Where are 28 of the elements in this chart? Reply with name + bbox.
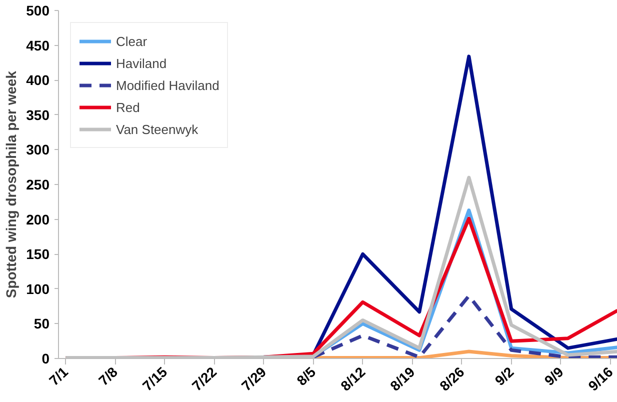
y-tick-label: 300: [26, 142, 50, 158]
x-tick-label: 7/22: [188, 364, 220, 394]
x-tick-label: 9/16: [585, 364, 616, 394]
y-tick-label: 200: [26, 211, 50, 228]
x-tick-label: 7/8: [95, 364, 121, 389]
legend-label: Modified Haviland: [116, 77, 220, 93]
x-tick-label: 7/1: [46, 364, 72, 389]
legend-label: Red: [116, 99, 140, 115]
y-tick-label: 500: [26, 2, 50, 18]
y-tick-label: 0: [42, 350, 50, 366]
y-tick-label: 150: [26, 246, 50, 262]
y-tick-label: 450: [26, 37, 50, 54]
y-tick-label: 50: [34, 316, 50, 332]
x-tick-label: 8/19: [386, 364, 418, 394]
x-tick-label: 8/12: [337, 364, 368, 394]
legend-label: Haviland: [116, 55, 167, 71]
x-tick-label: 8/5: [294, 364, 319, 389]
y-axis-title: Spotted wing drosophila per week: [3, 70, 20, 298]
x-tick-label: 8/26: [436, 364, 468, 394]
y-tick-label: 350: [26, 106, 50, 123]
legend-label: Van Steenwyk: [116, 121, 198, 137]
x-tick-label: 9/9: [541, 364, 566, 389]
y-tick-label: 100: [26, 280, 50, 297]
x-tick-label: 9/2: [492, 364, 517, 389]
y-tick-label: 400: [26, 72, 50, 88]
x-tick-label: 7/29: [238, 364, 270, 394]
y-tick-label: 250: [26, 176, 50, 192]
legend-label: Clear: [116, 33, 148, 49]
